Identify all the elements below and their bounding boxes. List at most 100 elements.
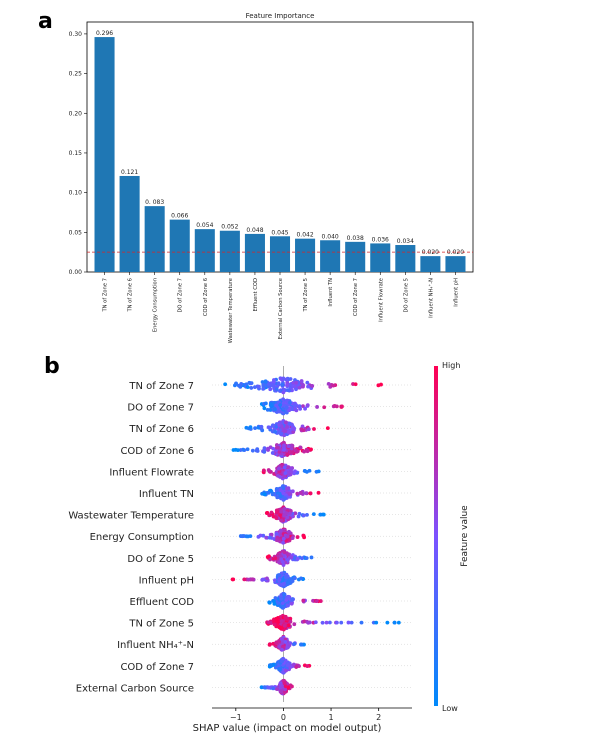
shap-point (301, 404, 305, 409)
shap-point (258, 533, 263, 538)
bar (194, 229, 215, 272)
shap-point (270, 451, 275, 455)
shap-point (276, 620, 281, 624)
bar (420, 256, 441, 272)
shap-point (284, 575, 288, 580)
shap-point (278, 494, 283, 499)
shap-feature-label: TN of Zone 6 (128, 424, 194, 435)
shap-point (291, 662, 296, 667)
shap-point (299, 576, 303, 581)
shap-point (260, 578, 265, 582)
shap-point (281, 536, 286, 541)
bar-value-label: 0.020 (447, 249, 464, 256)
shap-point (271, 641, 276, 646)
shap-point (271, 599, 276, 603)
shap-point (309, 555, 314, 560)
shap-point (267, 600, 272, 605)
shap-point (287, 579, 292, 584)
bar-y-tick-label: 0.00 (69, 269, 83, 276)
shap-point (274, 403, 279, 408)
shap-x-tick-label: 0 (281, 713, 286, 722)
shap-point (327, 620, 332, 625)
shap-point (286, 430, 291, 435)
shap-point (262, 406, 267, 411)
shap-point (294, 380, 299, 385)
shap-point (331, 383, 336, 388)
shap-point (282, 443, 286, 448)
bar (445, 256, 466, 272)
shap-point (297, 404, 302, 409)
bar (119, 175, 140, 272)
shap-point (285, 388, 290, 393)
shap-point (263, 379, 268, 384)
shap-point (306, 620, 311, 625)
bar-value-label: 0.040 (322, 233, 339, 240)
shap-point (285, 425, 289, 429)
shap-point (359, 620, 364, 625)
shap-point (297, 385, 302, 390)
shap-point (266, 448, 270, 452)
bar-category-label: Energy Consumption (153, 278, 159, 332)
colorbar-high-label: High (442, 361, 460, 370)
shap-point (247, 380, 252, 385)
bar-series (94, 37, 466, 273)
panel-b-letter: b (44, 354, 60, 379)
shap-point (263, 401, 268, 406)
bar-category-label: External Carbon Source (278, 278, 284, 339)
shap-point (277, 625, 282, 629)
shap-point (282, 623, 287, 628)
shap-point (263, 383, 268, 388)
shap-point (268, 408, 273, 412)
shap-point (271, 383, 275, 387)
shap-point (281, 540, 285, 545)
shap-point (275, 601, 280, 605)
shap-point (280, 647, 284, 652)
shap-point (272, 622, 277, 627)
shap-point (396, 620, 401, 625)
shap-point (334, 620, 339, 625)
shap-point (267, 382, 271, 386)
shap-point (233, 447, 238, 452)
shap-point (346, 620, 351, 625)
bar (244, 233, 265, 272)
shap-feature-label: Wastewater Temperature (68, 511, 194, 522)
shap-point (281, 582, 286, 586)
shap-point (276, 466, 281, 471)
bar-value-label: 0. 083 (145, 199, 164, 206)
shap-point (316, 490, 321, 495)
shap-point (267, 513, 272, 518)
shap-point (231, 577, 236, 582)
shap-feature-label: DO of Zone 5 (127, 554, 194, 565)
shap-point (293, 511, 298, 516)
shap-point (301, 383, 306, 387)
shap-point (277, 573, 282, 578)
shap-point (249, 386, 254, 390)
shap-point (261, 386, 266, 391)
bar-category-label: TN of Zone 6 (128, 278, 134, 313)
bar (295, 238, 316, 272)
shap-point (278, 403, 283, 407)
shap-point (289, 601, 294, 606)
shap-point (295, 491, 300, 496)
shap-point (273, 665, 278, 670)
shap-point (269, 510, 274, 515)
bar-value-label: 0.034 (397, 238, 414, 245)
shap-point (277, 645, 282, 649)
shap-point (281, 397, 285, 402)
bar-value-label: 0.066 (171, 213, 188, 220)
shap-feature-label: Influent NH₄⁺-N (117, 640, 194, 651)
shap-point (277, 409, 282, 414)
shap-point (279, 509, 284, 514)
shap-point (278, 582, 283, 587)
shap-point (288, 619, 293, 624)
bar-category-label: TN of Zone 7 (103, 278, 109, 313)
shap-point (288, 616, 293, 621)
shap-point (296, 514, 301, 519)
bar (345, 241, 366, 272)
shap-point (311, 512, 316, 517)
shap-point (286, 663, 290, 668)
shap-point (252, 385, 257, 390)
shap-point (274, 538, 279, 543)
shap-point (223, 382, 228, 387)
shap-point (353, 382, 358, 387)
